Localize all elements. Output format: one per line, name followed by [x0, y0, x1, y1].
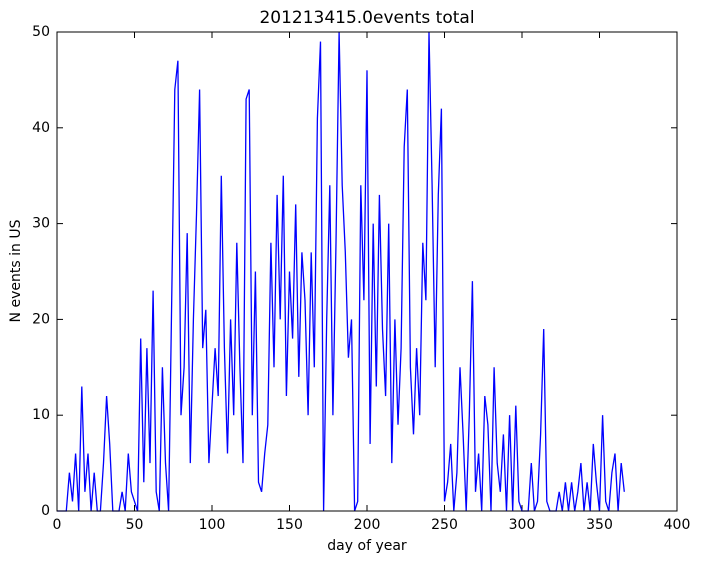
y-tick-label: 50 [32, 24, 50, 40]
y-tick-label: 30 [32, 216, 50, 232]
x-tick-label: 300 [509, 517, 536, 533]
x-tick-label: 200 [354, 517, 381, 533]
y-axis-label: N events in US [8, 219, 24, 322]
chart-title: 201213415.0events total [259, 8, 474, 28]
y-tick-label: 40 [32, 120, 50, 136]
x-axis-label: day of year [327, 538, 407, 554]
y-tick-label: 0 [41, 503, 50, 519]
x-tick-label: 150 [276, 517, 303, 533]
x-tick-label: 250 [431, 517, 458, 533]
x-tick-label: 50 [126, 517, 144, 533]
x-tick-label: 100 [199, 517, 226, 533]
x-tick-label: 0 [53, 517, 62, 533]
y-tick-label: 20 [32, 311, 50, 327]
plot-frame [56, 31, 678, 512]
x-tick-label: 400 [664, 517, 691, 533]
x-tick-label: 350 [586, 517, 613, 533]
data-line [57, 31, 625, 512]
y-tick-label: 10 [32, 407, 50, 423]
